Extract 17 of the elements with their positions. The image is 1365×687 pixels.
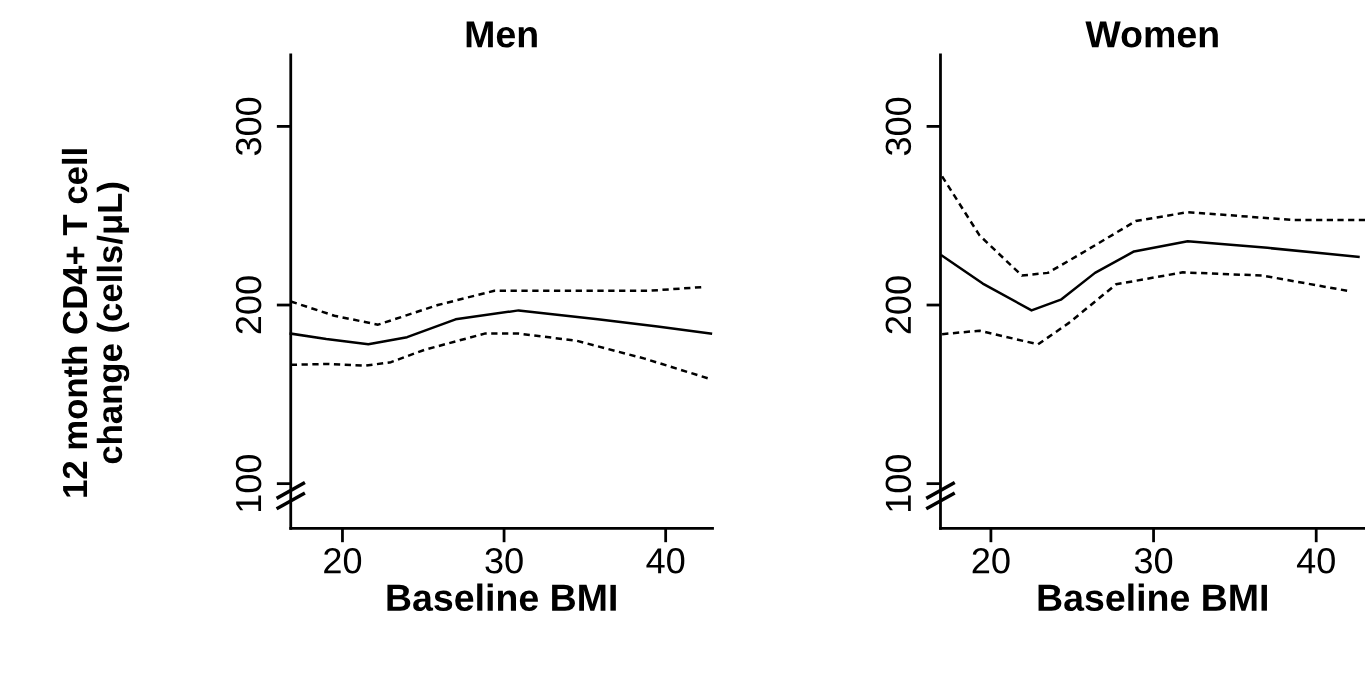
chart-title: Men: [466, 21, 537, 48]
x-tick-label: 30: [485, 548, 523, 574]
x-tick-label: 40: [1296, 548, 1335, 574]
x-tick-label: 40: [646, 548, 685, 574]
x-axis-title: Baseline BMI: [387, 583, 616, 612]
y-tick-label: 300: [235, 97, 262, 156]
y-tick-label: 200: [885, 276, 912, 334]
y-tick-label: 100: [235, 454, 262, 512]
x-axis-title: Baseline BMI: [1038, 583, 1267, 612]
y-axis-title: 12 month CD4+ T cell change (cells/μL): [61, 149, 130, 497]
x-tick-label: 30: [1134, 548, 1173, 574]
y-tick-label: 100: [885, 454, 912, 512]
chart-title: Women: [1085, 21, 1218, 48]
x-tick-label: 20: [324, 548, 362, 574]
y-tick-label: 200: [235, 276, 262, 334]
x-tick-label: 20: [972, 548, 1010, 574]
y-tick-label: 300: [885, 97, 912, 156]
